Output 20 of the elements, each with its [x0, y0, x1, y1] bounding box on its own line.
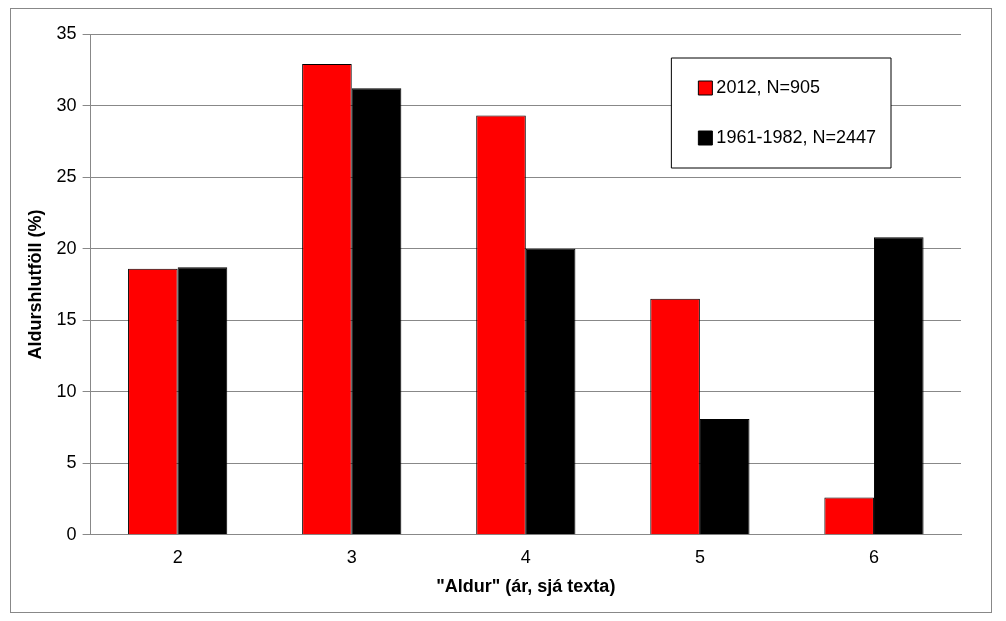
y-tick-label: 10 — [56, 380, 77, 401]
x-tick-label: 4 — [520, 546, 531, 567]
y-tick-label: 35 — [56, 22, 77, 43]
x-axis-title: "Aldur" (ár, sjá texta) — [436, 576, 616, 597]
x-tick-label: 3 — [346, 546, 357, 567]
x-tick-label: 5 — [694, 546, 705, 567]
y-tick-label: 30 — [56, 94, 77, 115]
bar — [699, 418, 750, 535]
y-axis-title: Aldurshlutföll (%) — [24, 209, 45, 360]
y-tick-label: 20 — [56, 237, 77, 258]
bar — [525, 248, 576, 535]
x-tick-label: 2 — [172, 546, 183, 567]
y-tick-label: 0 — [66, 523, 77, 544]
y-tick-label: 15 — [56, 309, 77, 330]
bar — [351, 88, 402, 535]
y-tick-label: 5 — [66, 452, 77, 473]
legend-label: 2012, N=905 — [716, 76, 820, 97]
x-tick-label: 6 — [868, 546, 879, 567]
legend-label: 1961-1982, N=2447 — [716, 126, 876, 147]
y-tick-label: 25 — [56, 166, 77, 187]
